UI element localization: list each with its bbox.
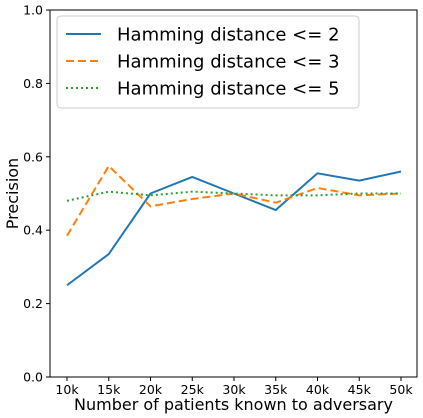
y-tick-label: 0.0: [23, 370, 43, 385]
y-axis-title: Precision: [3, 158, 22, 229]
y-tick-label: 0.2: [23, 296, 43, 311]
y-axis-ticks: 0.0 0.2 0.4 0.6 0.8 1.0: [23, 3, 50, 385]
y-tick-label: 0.8: [23, 76, 43, 91]
x-tick-label: 45k: [348, 382, 372, 397]
legend-label-2: Hamming distance <= 3: [117, 52, 340, 73]
legend-label-3: Hamming distance <= 5: [117, 79, 340, 100]
x-tick-label: 40k: [306, 382, 330, 397]
x-tick-label: 15k: [97, 382, 121, 397]
x-axis-ticks: 10k 15k 20k 25k 30k 35k 40k 45k 50k: [55, 377, 413, 397]
x-tick-label: 35k: [264, 382, 288, 397]
x-axis-title: Number of patients known to adversary: [74, 395, 393, 414]
y-tick-label: 0.4: [23, 223, 43, 238]
y-tick-label: 0.6: [23, 149, 43, 164]
series-lines: [66, 164, 402, 287]
x-tick-label: 30k: [222, 382, 246, 397]
x-tick-label: 10k: [55, 382, 79, 397]
y-tick-label: 1.0: [23, 3, 43, 18]
x-tick-label: 20k: [139, 382, 163, 397]
legend: Hamming distance <= 2 Hamming distance <=…: [56, 15, 360, 109]
series-line-2: [66, 164, 402, 237]
x-tick-label: 25k: [181, 382, 205, 397]
x-tick-label: 50k: [389, 382, 413, 397]
legend-box: [56, 15, 360, 109]
legend-label-1: Hamming distance <= 2: [117, 25, 340, 46]
series-line-3: [66, 190, 401, 202]
